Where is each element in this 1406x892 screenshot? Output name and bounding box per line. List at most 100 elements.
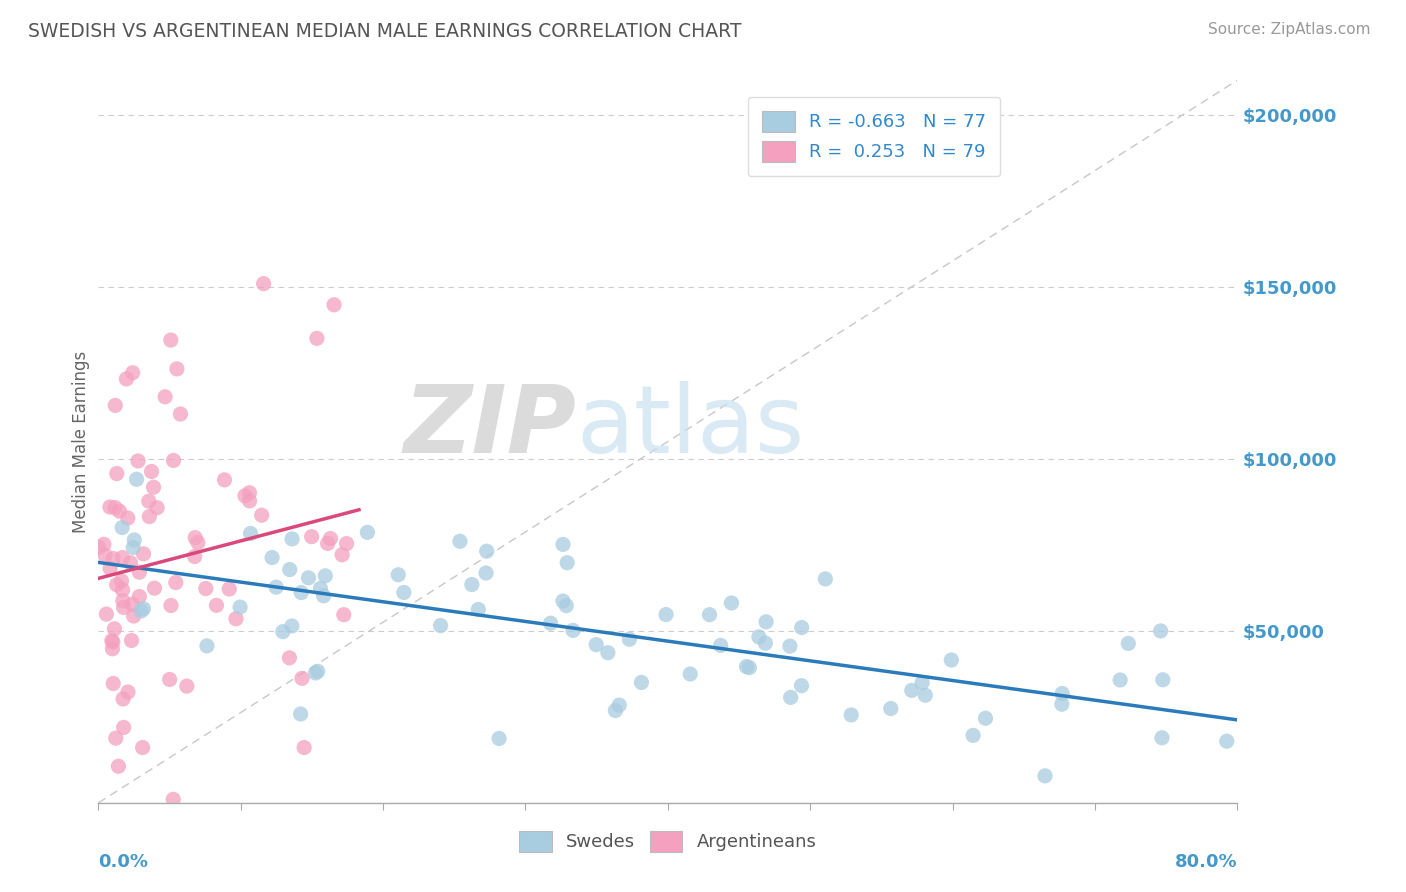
Point <box>98 500 121 514</box>
Point <box>183 549 205 564</box>
Point <box>301 530 323 544</box>
Point <box>429 618 451 632</box>
Point <box>101 635 124 649</box>
Point <box>141 465 163 479</box>
Point <box>319 532 342 546</box>
Point <box>129 604 152 618</box>
Legend: Swedes, Argentineans: Swedes, Argentineans <box>512 823 824 859</box>
Point <box>264 580 287 594</box>
Point <box>333 607 356 622</box>
Point <box>330 548 353 562</box>
Point <box>160 333 183 347</box>
Point <box>125 472 148 486</box>
Point <box>104 731 127 746</box>
Point <box>941 653 963 667</box>
Point <box>738 660 761 674</box>
Text: ZIP: ZIP <box>404 381 576 473</box>
Point <box>101 641 124 656</box>
Point <box>233 489 256 503</box>
Point <box>555 599 578 613</box>
Point <box>880 701 903 715</box>
Point <box>166 362 188 376</box>
Point <box>162 792 184 806</box>
Point <box>111 593 134 607</box>
Point <box>699 607 721 622</box>
Point <box>112 600 135 615</box>
Point <box>205 599 228 613</box>
Point <box>779 639 801 653</box>
Point <box>839 707 862 722</box>
Point <box>461 577 484 591</box>
Point <box>562 624 585 638</box>
Point <box>120 556 142 570</box>
Point <box>312 589 335 603</box>
Point <box>117 685 139 699</box>
Point <box>262 550 284 565</box>
Point <box>305 331 328 345</box>
Point <box>107 759 129 773</box>
Point <box>914 688 936 702</box>
Point <box>187 535 209 549</box>
Point <box>271 624 294 639</box>
Point <box>110 574 132 588</box>
Point <box>467 602 489 616</box>
Point <box>387 567 409 582</box>
Point <box>1152 673 1174 687</box>
Point <box>607 698 630 712</box>
Point <box>218 582 240 596</box>
Point <box>142 480 165 494</box>
Point <box>229 600 252 615</box>
Point <box>304 665 326 680</box>
Point <box>475 544 498 558</box>
Point <box>292 740 315 755</box>
Point <box>779 690 801 705</box>
Point <box>720 596 742 610</box>
Point <box>194 582 217 596</box>
Point <box>1033 769 1056 783</box>
Text: 80.0%: 80.0% <box>1174 854 1237 871</box>
Point <box>238 485 260 500</box>
Point <box>214 473 236 487</box>
Point <box>1216 734 1239 748</box>
Point <box>169 407 191 421</box>
Point <box>755 615 778 629</box>
Point <box>121 366 143 380</box>
Point <box>1150 731 1173 745</box>
Point <box>710 639 733 653</box>
Point <box>619 632 641 647</box>
Point <box>132 547 155 561</box>
Point <box>1050 686 1073 700</box>
Point <box>974 711 997 725</box>
Point <box>121 633 143 648</box>
Point <box>814 572 837 586</box>
Point <box>159 673 181 687</box>
Point <box>94 548 117 562</box>
Point <box>146 500 169 515</box>
Point <box>238 494 260 508</box>
Point <box>291 671 314 685</box>
Point <box>138 509 160 524</box>
Point <box>252 277 274 291</box>
Point <box>121 597 143 611</box>
Point <box>195 639 218 653</box>
Point <box>911 675 934 690</box>
Point <box>105 578 128 592</box>
Point <box>281 619 304 633</box>
Point <box>117 511 139 525</box>
Point <box>105 467 128 481</box>
Point <box>655 607 678 622</box>
Text: 0.0%: 0.0% <box>98 854 149 871</box>
Point <box>153 390 176 404</box>
Point <box>790 679 813 693</box>
Point <box>103 622 125 636</box>
Point <box>1149 624 1171 638</box>
Point <box>540 616 562 631</box>
Point <box>122 541 145 555</box>
Point <box>392 585 415 599</box>
Point <box>555 556 578 570</box>
Point <box>104 398 127 412</box>
Point <box>551 594 574 608</box>
Point <box>239 526 262 541</box>
Point <box>605 704 627 718</box>
Point <box>162 453 184 467</box>
